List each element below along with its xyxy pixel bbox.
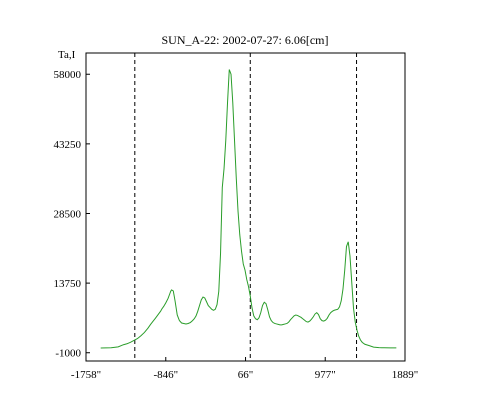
y-axis-ticks: -1000 13750 28500 43250 58000 bbox=[54, 69, 90, 360]
dashed-reference-lines bbox=[134, 53, 358, 361]
chart-title: SUN_A-22: 2002-07-27: 6.06[cm] bbox=[162, 33, 329, 47]
x-tick-label: -846" bbox=[153, 369, 178, 381]
x-axis-ticks: -1758" -846" 66" 977" 1889" bbox=[71, 357, 418, 381]
y-axis-label: Ta,I bbox=[58, 49, 76, 61]
y-tick-label: 13750 bbox=[54, 278, 82, 290]
x-tick-label: -1758" bbox=[71, 369, 101, 381]
y-tick-label: 43250 bbox=[54, 139, 82, 151]
plot-frame bbox=[85, 52, 406, 362]
y-tick-label: 28500 bbox=[54, 208, 82, 220]
y-tick-label: 58000 bbox=[54, 69, 82, 81]
series-group bbox=[100, 69, 397, 349]
x-tick-label: 1889" bbox=[392, 369, 419, 381]
x-tick-label: 66" bbox=[238, 369, 254, 381]
series-line-1 bbox=[100, 69, 397, 349]
y-tick-label: -1000 bbox=[55, 348, 81, 360]
x-tick-label: 977" bbox=[315, 369, 336, 381]
